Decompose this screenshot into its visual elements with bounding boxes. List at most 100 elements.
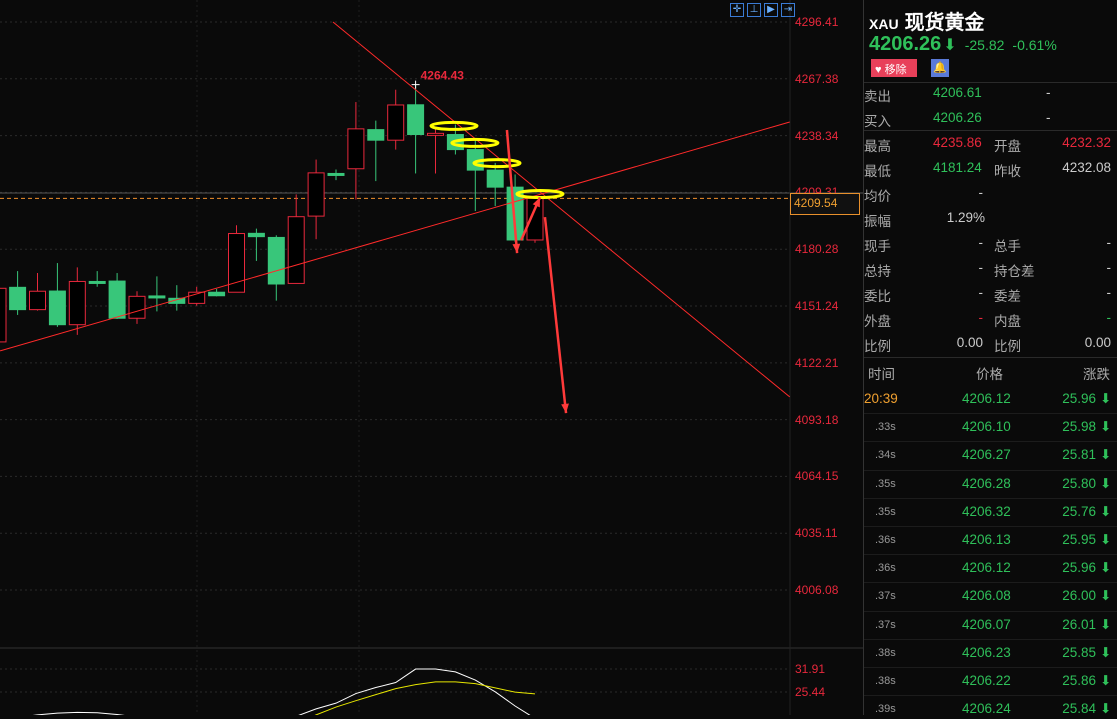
price-tick-label: 4035.11 <box>795 526 838 541</box>
bell-icon: 🔔 <box>933 62 947 74</box>
trend-line <box>0 121 790 352</box>
bidask-label: 买入 <box>864 114 891 129</box>
trade-price: 4206.07 <box>962 616 1011 632</box>
stat-value: - <box>1106 310 1112 325</box>
candlestick-chart[interactable]: 4264.43 <box>0 0 863 719</box>
range-icon[interactable]: ⊥ <box>747 3 761 17</box>
crosshair-icon[interactable]: ✛ <box>730 3 744 17</box>
candle-body <box>188 291 206 304</box>
stat-label: 最高 <box>864 139 891 154</box>
candle-body <box>387 104 405 141</box>
row-divider <box>864 441 1117 443</box>
quote-panel: XAU 现货黄金 4206.26 ⬇ -25.82 -0.61% ♥ 移除 🔔 卖… <box>863 0 1117 717</box>
trade-header: 涨跌 <box>1083 367 1110 382</box>
arrow-down-icon: ⬇ <box>1100 391 1112 406</box>
chart-canvas[interactable]: 4264.43 <box>0 0 863 719</box>
candle-body <box>486 169 504 188</box>
candle-body <box>168 297 186 304</box>
price-tick-label: 4151.24 <box>795 299 839 314</box>
trade-time: .39s <box>875 703 896 716</box>
arrow-down-icon: ⬇ <box>943 37 957 54</box>
price-tick-label: 4238.34 <box>795 128 839 143</box>
stat-value: - <box>978 185 984 200</box>
trade-change: 26.01 <box>1062 616 1096 632</box>
play-icon[interactable]: ▶ <box>764 3 778 17</box>
trade-price: 4206.23 <box>962 644 1011 660</box>
arrow-head <box>512 243 521 254</box>
price-tick-label: 4093.18 <box>795 412 839 427</box>
candle-body <box>0 287 7 343</box>
high-marker <box>411 80 420 89</box>
trade-time: .37s <box>875 618 896 631</box>
stat-label: 比例 <box>994 339 1021 354</box>
trade-price: 4206.27 <box>962 447 1011 463</box>
arrow-down-icon: ⬇ <box>1100 503 1112 519</box>
indicator-tick-label: 31.91 <box>795 662 826 676</box>
stat-label: 开盘 <box>994 139 1021 154</box>
stat-label: 均价 <box>864 189 891 204</box>
trade-price: 4206.12 <box>962 560 1011 576</box>
price-tick-label: 4122.21 <box>795 355 839 370</box>
stat-label: 最低 <box>864 164 891 179</box>
candle-body <box>29 290 46 311</box>
arrow-down-icon: ⬇ <box>1100 447 1112 463</box>
trade-change: 25.96 <box>1062 560 1096 576</box>
trade-change: 25.76 <box>1062 503 1096 519</box>
current-price-box: 4209.54 <box>790 193 860 215</box>
alert-button[interactable]: 🔔 <box>931 59 949 77</box>
trade-change: 25.96 <box>1062 391 1096 406</box>
trade-time: .38s <box>875 675 896 687</box>
trade-time: .35s <box>875 477 896 490</box>
symbol-name: 现货黄金 <box>904 12 985 34</box>
candle-body <box>347 128 365 170</box>
price-change: -25.82 <box>964 37 1005 53</box>
stat-value: - <box>978 310 984 325</box>
stat-label: 内盘 <box>994 314 1021 329</box>
trade-price: 4206.28 <box>962 475 1011 491</box>
row-divider <box>864 638 1117 640</box>
indicator-line-yellow <box>305 681 536 719</box>
candle-body <box>108 280 126 319</box>
trade-price: 4206.13 <box>962 532 1011 547</box>
price-change-pct: -0.61% <box>1012 37 1057 53</box>
candle-body <box>208 291 226 297</box>
trend-line <box>332 21 791 398</box>
chart-toolbar: ✛ ⊥ ▶ ⇥ <box>730 3 795 17</box>
trade-time: .37s <box>875 590 896 603</box>
stat-label: 外盘 <box>864 314 891 329</box>
trade-time: .36s <box>875 562 896 575</box>
arrow-head <box>561 403 569 414</box>
stat-value: 1.29% <box>946 210 985 225</box>
stat-label: 比例 <box>864 339 891 354</box>
row-divider <box>864 695 1117 697</box>
trade-time: .35s <box>875 505 896 518</box>
row-divider <box>864 667 1117 668</box>
stat-value: - <box>1106 260 1112 275</box>
trade-price: 4206.24 <box>962 701 1011 717</box>
trade-header: 时间 <box>868 367 895 382</box>
arrow-down-icon: ⬇ <box>1100 475 1112 491</box>
candle-body <box>367 129 385 141</box>
symbol-title: XAU 现货黄金 <box>869 6 985 35</box>
arrow-line <box>505 129 519 254</box>
stat-value: 0.00 <box>1084 335 1111 350</box>
export-icon[interactable]: ⇥ <box>781 3 795 17</box>
trade-change: 26.00 <box>1062 588 1096 604</box>
stat-label: 昨收 <box>994 164 1021 179</box>
heart-icon: ♥ <box>875 64 882 76</box>
candle-body <box>287 216 305 284</box>
candle-body <box>148 295 166 299</box>
price-tick-label: 4180.28 <box>795 242 839 257</box>
remove-favorite-button[interactable]: ♥ 移除 <box>871 59 917 77</box>
trade-time: .36s <box>875 534 896 546</box>
candle-body <box>407 104 425 136</box>
price-tick-label: 4267.38 <box>795 71 839 86</box>
stat-label: 委差 <box>994 289 1021 304</box>
trade-time: .33s <box>875 421 896 434</box>
row-divider <box>864 554 1117 556</box>
stat-value: - <box>1106 285 1112 300</box>
stat-value: - <box>1106 235 1112 250</box>
bidask-label: 卖出 <box>864 89 891 104</box>
row-divider <box>864 413 1117 415</box>
stat-value: 4235.86 <box>933 135 982 150</box>
